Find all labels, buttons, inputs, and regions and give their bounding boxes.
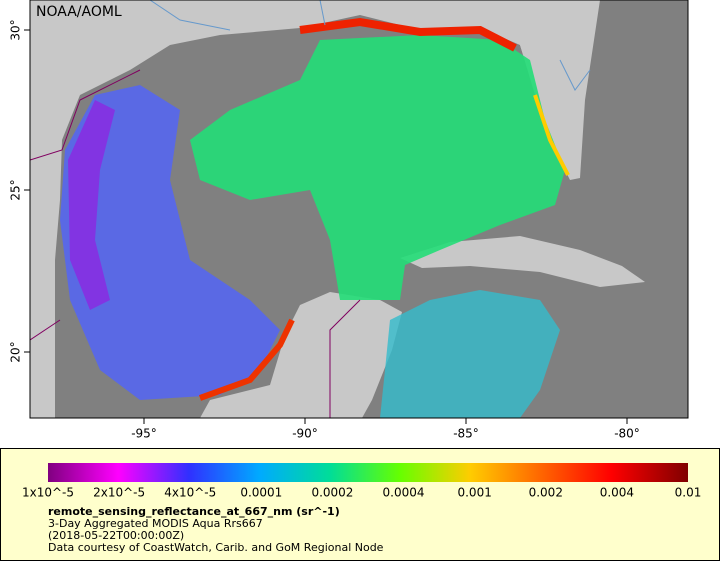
coastal-yellow: [533, 94, 570, 176]
scale-label: 0.01: [675, 486, 702, 500]
legend-line: 3-Day Aggregated MODIS Aqua Rrs667: [48, 517, 263, 530]
yucatan: [200, 292, 402, 418]
lat-tick-label: 30°: [9, 19, 23, 40]
scale-label: 0.0002: [311, 486, 353, 500]
scale-label: 1x10^-5: [22, 486, 74, 500]
lat-tick-label: 25°: [9, 179, 23, 200]
map: [30, 0, 688, 418]
data-coverage-purple: [68, 100, 115, 310]
coastal-red: [299, 17, 517, 52]
colorbar: [48, 463, 688, 482]
cuba: [400, 236, 645, 287]
scale-label: 0.001: [457, 486, 491, 500]
scale-label: 4x10^-5: [164, 486, 216, 500]
scale-label: 2x10^-5: [93, 486, 145, 500]
legend-line: Data courtesy of CoastWatch, Carib. and …: [48, 541, 384, 554]
lat-tick-label: 20°: [9, 341, 23, 362]
scale-label: 0.004: [600, 486, 634, 500]
lon-tick-label: -80°: [614, 427, 640, 441]
data-coverage: [190, 35, 565, 300]
river: [149, 0, 231, 31]
river: [319, 0, 326, 26]
variable-name: remote_sensing_reflectance_at_667_nm (sr…: [48, 505, 340, 518]
florida: [520, 0, 600, 180]
coastal-red-south: [198, 318, 295, 401]
data-coverage-west: [60, 85, 280, 400]
legend-line: (2018-05-22T00:00:00Z): [48, 529, 184, 542]
lon-tick-label: -95°: [131, 427, 157, 441]
data-coverage-south: [380, 290, 560, 418]
map-frame: [29, 0, 689, 419]
ticks: -95° -90° -85° -80° 20° 25° 30°: [9, 19, 640, 440]
attribution: NOAA/AOML: [36, 4, 122, 20]
river: [559, 59, 591, 91]
scale-label: 0.0004: [383, 486, 425, 500]
lon-tick-label: -85°: [453, 427, 479, 441]
country-border: [30, 319, 61, 341]
scale-labels: 1x10^-5 2x10^-5 4x10^-5 0.0001 0.0002 0.0004 0…: [22, 486, 701, 500]
scale-label: 0.0001: [240, 486, 282, 500]
country-border: [30, 69, 141, 161]
country-border: [329, 299, 361, 418]
lon-tick-label: -90°: [292, 427, 318, 441]
scale-label: 0.002: [529, 486, 563, 500]
